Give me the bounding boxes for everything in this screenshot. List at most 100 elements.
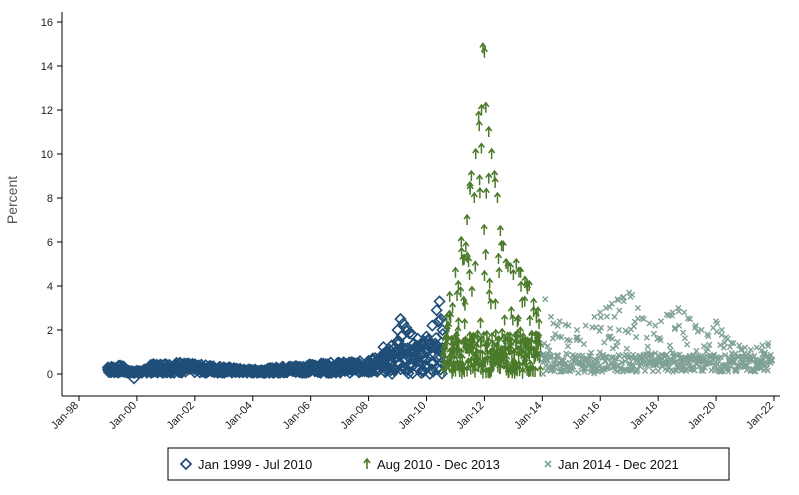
data-point-arrow bbox=[462, 240, 470, 253]
data-point-diamond bbox=[426, 319, 439, 332]
data-point-x bbox=[575, 369, 582, 376]
data-point-x bbox=[616, 307, 623, 314]
data-point-x bbox=[630, 323, 638, 330]
data-point-x bbox=[597, 314, 604, 321]
data-point-x bbox=[542, 296, 549, 303]
legend-label: Jan 2014 - Dec 2021 bbox=[558, 457, 679, 472]
data-point-arrow bbox=[482, 101, 490, 113]
data-point-arrow bbox=[507, 305, 515, 318]
data-point-x bbox=[614, 296, 621, 303]
data-point-x bbox=[602, 304, 610, 312]
data-point-x bbox=[669, 309, 676, 316]
x-tick-label: Jan-98 bbox=[49, 400, 81, 432]
data-point-x bbox=[629, 291, 636, 298]
data-point-x bbox=[564, 343, 572, 350]
data-point-x bbox=[680, 329, 687, 336]
data-point-x bbox=[587, 349, 595, 356]
data-point-arrow bbox=[476, 186, 484, 199]
data-point-arrow bbox=[500, 314, 509, 326]
data-point-x bbox=[681, 335, 688, 342]
data-point-arrow bbox=[490, 169, 499, 181]
data-point-arrow bbox=[477, 142, 486, 154]
data-point-x bbox=[643, 334, 650, 341]
data-point-arrow bbox=[454, 279, 462, 291]
data-point-arrow bbox=[499, 240, 507, 252]
data-point-x bbox=[694, 328, 701, 335]
data-point-x bbox=[608, 300, 615, 307]
data-point-diamond bbox=[400, 321, 413, 334]
data-point-x bbox=[684, 341, 691, 348]
data-point-arrow bbox=[487, 298, 495, 310]
data-point-arrow bbox=[475, 110, 483, 122]
data-point-arrow bbox=[506, 331, 514, 343]
data-point-x bbox=[652, 322, 659, 329]
data-point-x bbox=[612, 355, 619, 362]
data-point-arrow bbox=[485, 288, 493, 301]
x-tick-label: Jan-18 bbox=[628, 400, 660, 432]
data-point-diamond bbox=[116, 360, 129, 373]
data-point-arrow bbox=[465, 268, 474, 280]
data-point-arrow bbox=[501, 349, 509, 361]
data-point-x bbox=[725, 368, 732, 375]
data-point-x bbox=[675, 304, 682, 312]
data-point-x bbox=[615, 326, 623, 334]
data-point-arrow bbox=[482, 248, 490, 260]
data-point-x bbox=[712, 318, 720, 325]
data-point-diamond bbox=[405, 328, 419, 341]
data-point-arrow bbox=[480, 269, 489, 282]
data-point-x bbox=[565, 322, 572, 329]
data-point-x bbox=[649, 368, 657, 375]
data-point-x bbox=[657, 337, 664, 344]
data-point-diamond bbox=[174, 356, 187, 370]
data-point-arrow bbox=[535, 317, 543, 330]
data-point-arrow bbox=[484, 336, 493, 348]
data-point-diamond bbox=[246, 364, 259, 377]
data-point-arrow bbox=[508, 336, 516, 348]
data-point-x bbox=[650, 330, 657, 337]
data-point-diamond bbox=[203, 360, 216, 373]
y-tick-label: 4 bbox=[47, 281, 53, 293]
data-point-x bbox=[595, 353, 602, 360]
data-point-x bbox=[761, 349, 769, 356]
data-point-x bbox=[736, 342, 743, 349]
data-point-arrow bbox=[509, 314, 517, 326]
data-point-diamond bbox=[384, 364, 398, 377]
data-point-arrow bbox=[446, 290, 454, 302]
data-point-x bbox=[597, 309, 604, 316]
data-point-x bbox=[693, 347, 700, 354]
data-point-x bbox=[741, 344, 749, 351]
data-point-arrow bbox=[467, 169, 475, 181]
data-point-diamond bbox=[435, 367, 448, 380]
data-point-diamond bbox=[101, 361, 115, 374]
data-point-x bbox=[613, 343, 620, 350]
data-point-x bbox=[730, 340, 737, 347]
data-point-x bbox=[720, 344, 727, 351]
data-point-x bbox=[596, 349, 603, 356]
data-point-arrow bbox=[476, 316, 485, 329]
y-tick-label: 8 bbox=[47, 193, 53, 205]
data-point-diamond bbox=[261, 363, 274, 376]
data-point-x bbox=[603, 313, 611, 320]
data-point-arrow bbox=[463, 365, 471, 377]
data-point-x bbox=[676, 322, 683, 329]
data-point-arrow bbox=[521, 295, 529, 307]
data-point-x bbox=[633, 333, 640, 341]
data-point-diamond bbox=[433, 295, 446, 308]
data-point-x bbox=[717, 353, 724, 361]
data-point-arrow bbox=[485, 125, 493, 137]
legend-box bbox=[167, 447, 730, 481]
data-point-x bbox=[611, 313, 618, 320]
data-point-x bbox=[587, 368, 594, 376]
data-point-x bbox=[691, 367, 698, 374]
data-point-arrow bbox=[495, 335, 503, 347]
data-point-x bbox=[634, 366, 641, 373]
data-point-diamond bbox=[319, 357, 332, 371]
data-point-arrow bbox=[502, 257, 510, 269]
data-point-arrow bbox=[453, 289, 461, 301]
data-point-x bbox=[663, 311, 670, 318]
data-point-x bbox=[582, 322, 589, 329]
data-point-x bbox=[566, 337, 573, 344]
data-point-x bbox=[544, 343, 551, 350]
